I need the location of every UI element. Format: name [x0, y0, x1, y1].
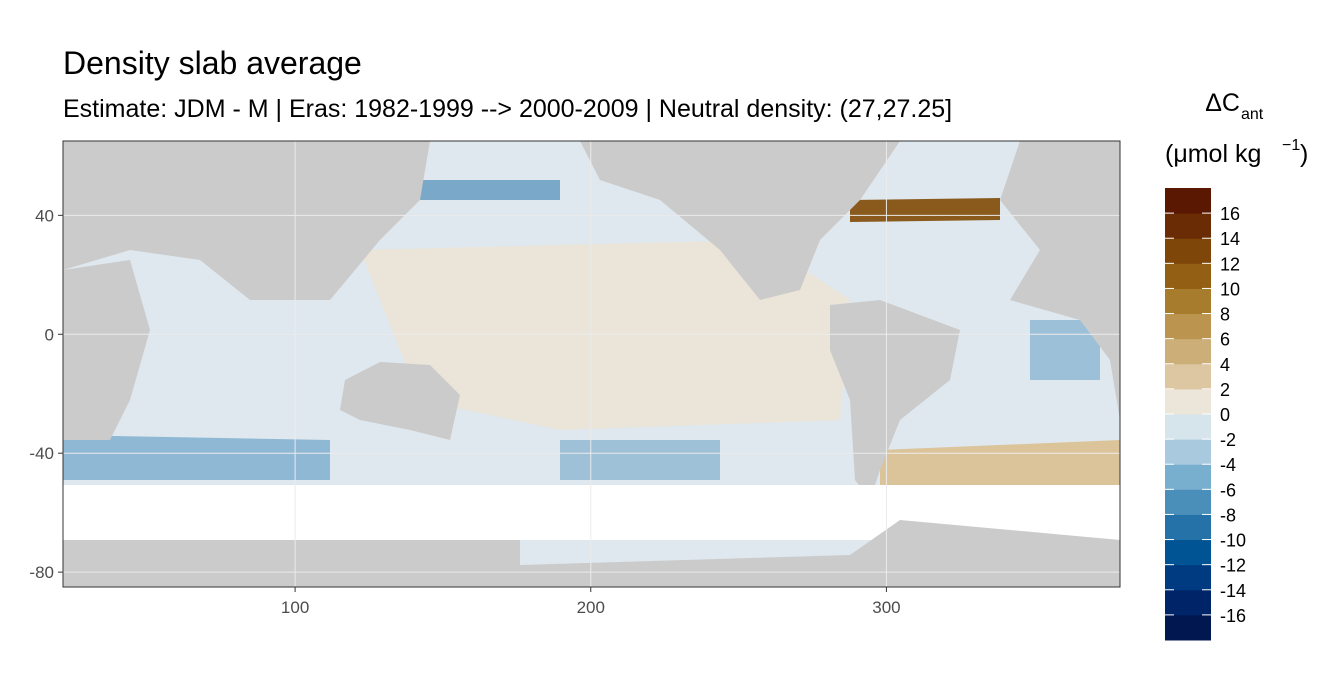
color-bin — [1165, 363, 1211, 390]
x-tick-label: 100 — [281, 598, 309, 617]
no-data — [63, 485, 1120, 540]
field-patch — [850, 198, 1000, 222]
color-bin — [1165, 539, 1211, 566]
color-bin — [1165, 338, 1211, 365]
color-bin — [1165, 439, 1211, 465]
legend-title: ΔC — [1205, 89, 1240, 117]
y-tick-label: 40 — [35, 206, 54, 225]
legend-tick-label: 0 — [1220, 405, 1230, 425]
color-bin — [1165, 388, 1211, 415]
color-bin — [1165, 414, 1211, 440]
field-patch — [560, 440, 720, 480]
color-bin — [1165, 489, 1211, 515]
legend-tick-label: 2 — [1220, 380, 1230, 400]
legend-unit: (μmol kg — [1165, 140, 1261, 168]
legend-unit-close: ) — [1300, 140, 1308, 168]
legend-tick-label: -14 — [1220, 581, 1246, 601]
land — [580, 141, 900, 300]
legend-tick-label: 16 — [1220, 204, 1240, 224]
legend-tick-label: -12 — [1220, 556, 1246, 576]
map-panel — [62, 140, 1121, 588]
land — [63, 141, 430, 300]
color-bin — [1165, 564, 1211, 591]
color-bin — [1165, 514, 1211, 541]
panel-border — [62, 140, 1121, 588]
legend-tick-label: 8 — [1220, 305, 1230, 325]
legend-unit-superscript: −1 — [1282, 137, 1300, 154]
y-tick-label: -80 — [29, 563, 54, 582]
field-patch — [1030, 320, 1100, 380]
chart-subtitle: Estimate: JDM - M | Eras: 1982-1999 --> … — [63, 95, 952, 123]
color-bin — [1165, 313, 1211, 340]
y-tick-label: -40 — [29, 444, 54, 463]
land — [63, 520, 1120, 587]
land — [1000, 141, 1120, 420]
color-bin — [1165, 238, 1211, 264]
land — [830, 300, 960, 500]
legend-tick-label: -2 — [1220, 430, 1236, 450]
color-bin — [1165, 614, 1211, 641]
legend-tick-label: 10 — [1220, 279, 1240, 299]
legend-tick-label: -4 — [1220, 455, 1236, 475]
legend-tick-label: -8 — [1220, 505, 1236, 525]
legend-tick-label: 6 — [1220, 330, 1230, 350]
y-tick-label: 0 — [45, 325, 54, 344]
field-patch — [63, 435, 330, 480]
legend-tick-label: -16 — [1220, 606, 1246, 626]
color-bin — [1165, 589, 1211, 616]
legend-tick-label: 4 — [1220, 355, 1230, 375]
field-patch — [360, 240, 850, 430]
field-patch — [420, 180, 560, 200]
legend-tick-label: 12 — [1220, 254, 1240, 274]
color-bin — [1165, 288, 1211, 315]
chart-title: Density slab average — [63, 45, 362, 81]
color-bin — [1165, 188, 1211, 214]
legend-tick-label: 14 — [1220, 229, 1240, 249]
x-tick-label: 300 — [872, 598, 900, 617]
color-bin — [1165, 213, 1211, 239]
field-patch — [880, 440, 1120, 495]
legend-tick-label: -10 — [1220, 531, 1246, 551]
color-bin — [1165, 263, 1211, 289]
land — [63, 260, 150, 440]
land — [340, 362, 460, 440]
x-tick-label: 200 — [577, 598, 605, 617]
legend-tick-label: -6 — [1220, 480, 1236, 500]
color-bin — [1165, 464, 1211, 490]
legend-title-subscript: ant — [1241, 106, 1264, 123]
